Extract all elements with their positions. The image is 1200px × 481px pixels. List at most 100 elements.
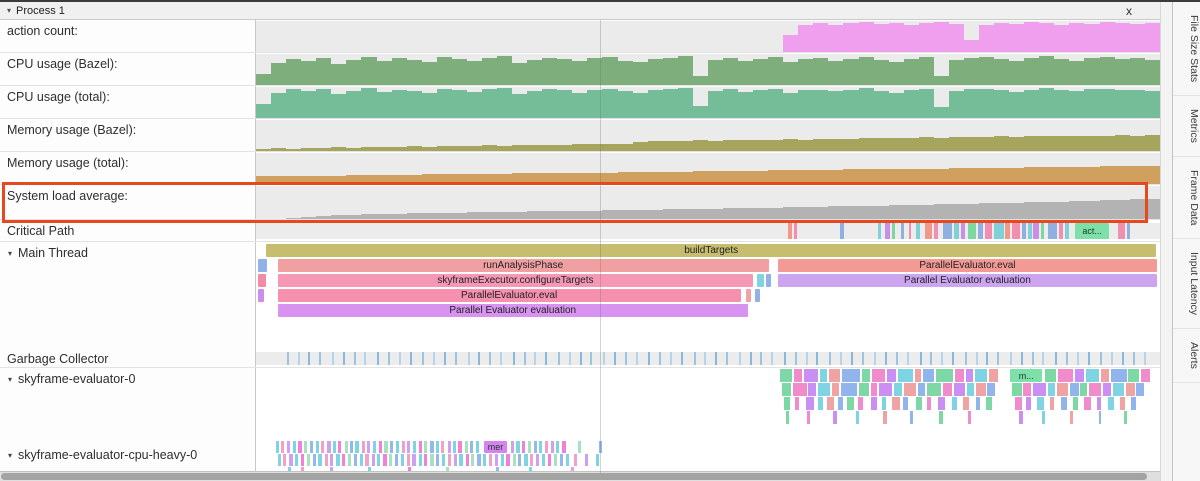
event-tick[interactable] xyxy=(883,411,887,424)
event-tick[interactable] xyxy=(840,383,858,396)
event-tick[interactable] xyxy=(286,352,289,365)
event-tick[interactable] xyxy=(878,383,893,396)
event-tick[interactable] xyxy=(541,454,545,466)
skyframe-evaluator-0-track[interactable]: m... xyxy=(256,368,1160,440)
event-tick[interactable] xyxy=(874,352,877,365)
event-tick[interactable] xyxy=(904,383,916,396)
event-tick[interactable] xyxy=(286,441,290,453)
event-tick[interactable] xyxy=(1015,397,1022,410)
event-tick[interactable] xyxy=(1085,369,1100,382)
event-label[interactable]: m... xyxy=(1009,369,1043,382)
event-tick[interactable] xyxy=(556,441,560,453)
event-tick[interactable] xyxy=(341,454,346,466)
event-tick[interactable] xyxy=(310,441,314,453)
event-tick[interactable] xyxy=(1111,352,1114,365)
event-tick[interactable] xyxy=(648,352,651,365)
event-tick[interactable] xyxy=(1047,383,1056,396)
event-tick[interactable] xyxy=(896,352,899,365)
event-tick[interactable] xyxy=(968,223,977,239)
event-tick[interactable] xyxy=(293,441,297,453)
event-tick[interactable] xyxy=(1132,352,1135,365)
event-tick[interactable] xyxy=(361,441,365,453)
event-tick[interactable] xyxy=(441,441,445,453)
event-tick[interactable] xyxy=(941,352,944,365)
event-tick[interactable] xyxy=(447,454,451,466)
event-tick[interactable] xyxy=(344,441,348,453)
event-tick[interactable] xyxy=(453,441,457,453)
event-tick[interactable] xyxy=(926,383,942,396)
event-tick[interactable] xyxy=(1136,383,1144,396)
event-tick[interactable] xyxy=(943,383,953,396)
event-tick[interactable] xyxy=(1057,369,1074,382)
event-tick[interactable] xyxy=(783,397,791,410)
event-tick[interactable] xyxy=(579,352,582,365)
tab-alerts[interactable]: Alerts xyxy=(1173,329,1200,384)
event-tick[interactable] xyxy=(965,369,973,382)
event-tick[interactable] xyxy=(816,352,819,365)
event-tick[interactable] xyxy=(1143,352,1146,365)
event-tick[interactable] xyxy=(388,454,393,466)
event-tick[interactable] xyxy=(1045,369,1057,382)
event-tick[interactable] xyxy=(1033,223,1039,239)
event-tick[interactable] xyxy=(856,411,859,424)
event-tick[interactable] xyxy=(574,454,578,466)
event-tick[interactable] xyxy=(818,397,823,410)
event-tick[interactable] xyxy=(1005,223,1010,239)
event-tick[interactable] xyxy=(342,352,345,365)
flame-slice[interactable]: ParallelEvaluator.eval xyxy=(777,259,1158,272)
event-tick[interactable] xyxy=(989,369,999,382)
event-tick[interactable] xyxy=(324,454,328,466)
event-tick[interactable] xyxy=(1112,383,1124,396)
event-tick[interactable] xyxy=(906,352,909,365)
event-tick[interactable] xyxy=(953,383,965,396)
evaluator-0-row-1[interactable]: m... xyxy=(256,369,1160,382)
event-tick[interactable] xyxy=(986,397,992,410)
flame-fragment[interactable] xyxy=(257,289,265,302)
event-tick[interactable] xyxy=(598,441,602,453)
event-tick[interactable] xyxy=(954,369,964,382)
event-tick[interactable] xyxy=(477,454,481,466)
event-tick[interactable] xyxy=(458,441,462,453)
event-tick[interactable] xyxy=(1084,397,1092,410)
event-tick[interactable] xyxy=(406,441,411,453)
event-tick[interactable] xyxy=(422,352,425,365)
event-tick[interactable] xyxy=(396,441,400,453)
event-tick[interactable] xyxy=(524,454,528,466)
event-tick[interactable] xyxy=(787,223,793,239)
event-tick[interactable] xyxy=(1073,397,1078,410)
event-tick[interactable] xyxy=(281,441,285,453)
event-tick[interactable] xyxy=(829,369,840,382)
tab-metrics[interactable]: Metrics xyxy=(1173,96,1200,157)
event-tick[interactable] xyxy=(1040,223,1045,239)
event-tick[interactable] xyxy=(935,369,953,382)
event-tick[interactable] xyxy=(961,223,965,239)
event-tick[interactable] xyxy=(635,352,638,365)
event-tick[interactable] xyxy=(512,454,516,466)
event-tick[interactable] xyxy=(803,369,819,382)
event-tick[interactable] xyxy=(1042,411,1046,424)
event-tick[interactable] xyxy=(516,441,520,453)
event-tick[interactable] xyxy=(952,397,957,410)
event-tick[interactable] xyxy=(1122,352,1125,365)
event-tick[interactable] xyxy=(939,411,944,424)
cpu-heavy-row-1[interactable]: mer xyxy=(256,441,1160,453)
event-tick[interactable] xyxy=(1069,411,1074,424)
event-tick[interactable] xyxy=(903,397,908,410)
event-tick[interactable] xyxy=(1117,223,1125,239)
event-tick[interactable] xyxy=(287,467,291,472)
event-tick[interactable] xyxy=(850,352,853,365)
memory-bazel-chart[interactable] xyxy=(256,120,1160,151)
event-tick[interactable] xyxy=(407,467,412,472)
event-tick[interactable] xyxy=(378,441,383,453)
event-tick[interactable] xyxy=(312,454,317,466)
event-tick[interactable] xyxy=(533,441,537,453)
memory-total-chart[interactable] xyxy=(256,153,1160,184)
event-tick[interactable] xyxy=(444,352,447,365)
event-tick[interactable] xyxy=(987,383,996,396)
event-tick[interactable] xyxy=(934,223,938,239)
event-tick[interactable] xyxy=(968,411,972,424)
event-tick[interactable] xyxy=(749,352,752,365)
event-tick[interactable] xyxy=(926,397,932,410)
event-tick[interactable] xyxy=(568,352,571,365)
event-tick[interactable] xyxy=(562,441,566,453)
